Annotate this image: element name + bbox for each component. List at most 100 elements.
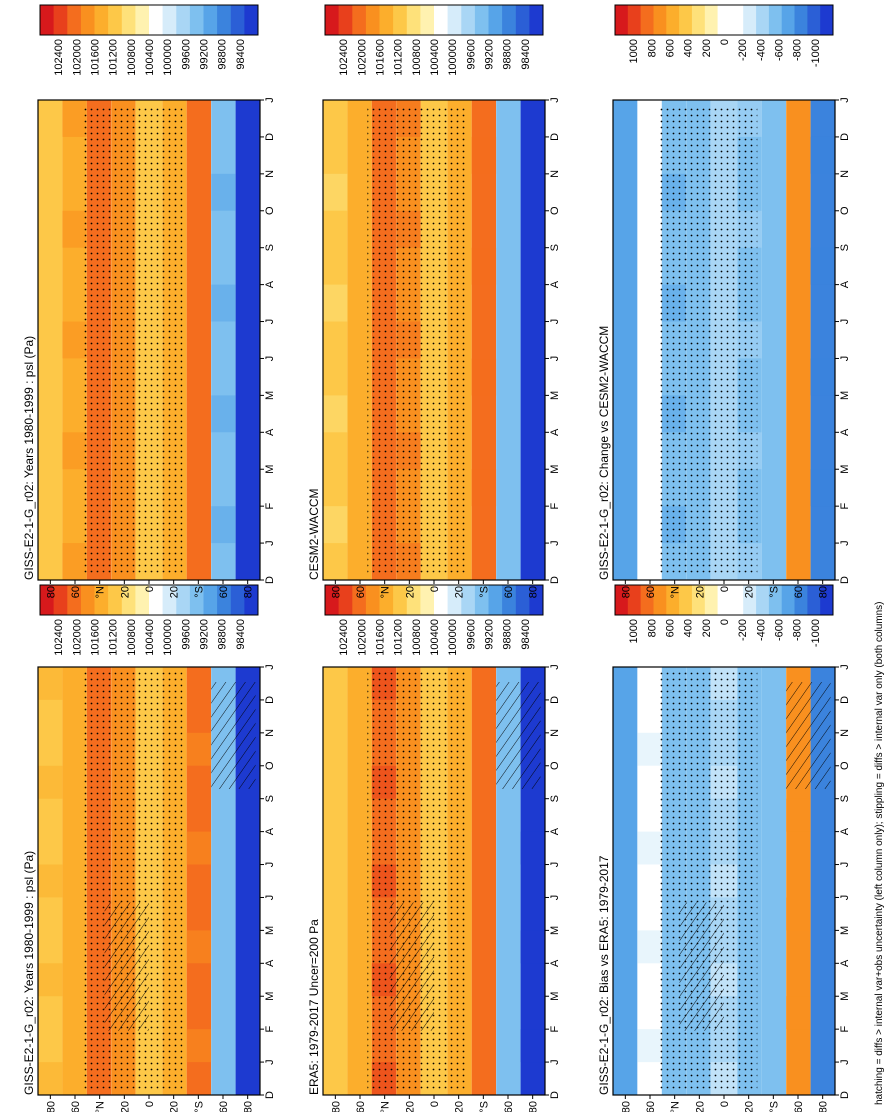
season-cell — [471, 136, 497, 174]
colorbar-swatch — [217, 5, 232, 35]
colorbar-swatch — [176, 585, 191, 615]
lat-tick-label: 20 — [744, 586, 756, 598]
month-tick-label: A — [549, 428, 561, 436]
month-tick-label: J — [264, 1059, 276, 1065]
month-tick-label: M — [264, 992, 276, 1001]
month-tick-label: O — [264, 206, 276, 215]
month-tick-label: A — [264, 827, 276, 835]
season-cell — [38, 765, 63, 799]
colorbar-swatch — [502, 585, 517, 615]
month-tick-label: M — [549, 992, 561, 1001]
colorbar-swatch — [420, 5, 435, 35]
lat-tick-label: 80 — [45, 586, 57, 598]
colorbar-label: -200 — [737, 39, 749, 61]
season-cell — [323, 506, 348, 544]
hatching — [104, 902, 149, 1031]
season-cell — [323, 173, 348, 211]
colorbar-label: 102400 — [53, 39, 65, 76]
month-tick-label: J — [264, 319, 276, 325]
colorbar-swatch — [121, 5, 136, 35]
lat-tick-label: 80 — [528, 1101, 540, 1112]
colorbar-swatch — [529, 585, 544, 615]
month-tick-label: S — [264, 244, 276, 251]
season-cell — [810, 136, 835, 174]
lat-tick-label: °N — [95, 1101, 107, 1112]
colorbar-label: 99200 — [199, 619, 211, 650]
colorbar-label: 400 — [683, 619, 695, 637]
colorbar-label: 100800 — [411, 619, 423, 656]
colorbar-swatch — [502, 5, 517, 35]
month-tick-label: M — [549, 926, 561, 935]
month-tick-label: J — [264, 895, 276, 901]
colorbar-label: 400 — [683, 39, 695, 57]
colorbar-label: -800 — [792, 39, 804, 61]
colorbar-swatch — [691, 5, 706, 35]
lat-tick-label: 20 — [119, 1101, 131, 1112]
colorbar-swatch — [217, 585, 232, 615]
month-tick-label: O — [264, 761, 276, 770]
colorbar-label: 100000 — [162, 39, 174, 76]
colorbar-swatch — [40, 585, 55, 615]
lat-tick-label: 60 — [645, 586, 657, 598]
month-tick-label: J — [839, 862, 851, 868]
lat-tick-label: 20 — [454, 1101, 466, 1112]
colorbar-swatch — [653, 5, 667, 35]
colorbar-label: -800 — [792, 619, 804, 641]
colorbar-label: -1000 — [810, 619, 822, 647]
colorbar-swatch — [149, 585, 164, 615]
colorbar-swatch — [820, 585, 834, 615]
colorbar-swatch — [666, 585, 680, 615]
panel-title: CESM2-WACCM — [307, 488, 321, 580]
month-tick-label: A — [839, 959, 851, 967]
colorbar-swatch — [461, 585, 476, 615]
lat-tick-label: 80 — [243, 586, 255, 598]
colorbar-swatch — [807, 585, 821, 615]
season-cell — [186, 1029, 212, 1063]
colorbar-swatch — [135, 585, 150, 615]
colorbar-swatch — [461, 5, 476, 35]
month-tick-label: N — [549, 729, 561, 737]
panel-title: GISS-E2-1-G_r02: Change vs CESM2-WACCM — [597, 326, 611, 580]
colorbar-swatch — [108, 5, 123, 35]
month-tick-label: A — [549, 280, 561, 288]
colorbar-swatch — [820, 5, 834, 35]
lat-tick-label: 0 — [719, 1101, 731, 1107]
lat-tick-label: 20 — [694, 1101, 706, 1112]
month-tick-label: J — [839, 97, 851, 103]
colorbar-label: 1000 — [628, 619, 640, 643]
month-tick-label: A — [264, 428, 276, 436]
lat-band — [471, 667, 497, 1095]
colorbar-swatch — [474, 5, 489, 35]
month-tick-label: A — [264, 280, 276, 288]
colorbar-swatch — [230, 5, 245, 35]
colorbar-swatch — [365, 585, 380, 615]
colorbar-label: 99600 — [465, 619, 477, 650]
season-cell — [38, 864, 63, 898]
lat-tick-label: °S — [478, 1101, 490, 1112]
colorbar-label: 99200 — [199, 39, 211, 70]
season-cell — [211, 506, 236, 544]
colorbar-swatch — [108, 585, 123, 615]
month-tick-label: N — [264, 729, 276, 737]
month-tick-label: O — [549, 206, 561, 215]
month-tick-label: J — [264, 97, 276, 103]
colorbar-swatch — [434, 585, 449, 615]
lat-tick-label: 80 — [818, 1101, 830, 1112]
lat-tick-label: °S — [193, 586, 205, 598]
month-tick-label: J — [264, 356, 276, 362]
season-cell — [211, 284, 236, 322]
colorbar-label: -400 — [755, 619, 767, 641]
colorbar-label: 101200 — [108, 39, 120, 76]
colorbar-label: 0 — [719, 619, 731, 625]
colorbar-swatch — [325, 5, 340, 35]
lat-tick-label: 60 — [645, 1101, 657, 1112]
colorbar-swatch — [406, 585, 421, 615]
colorbar-swatch — [717, 585, 731, 615]
colorbar-swatch — [488, 585, 503, 615]
month-tick-label: D — [264, 696, 276, 704]
colorbar-swatch — [67, 585, 82, 615]
colorbar-label: 1000 — [628, 39, 640, 63]
colorbar-label: 100800 — [126, 619, 138, 656]
month-tick-label: F — [264, 1026, 276, 1033]
colorbar-label: 100000 — [162, 619, 174, 656]
